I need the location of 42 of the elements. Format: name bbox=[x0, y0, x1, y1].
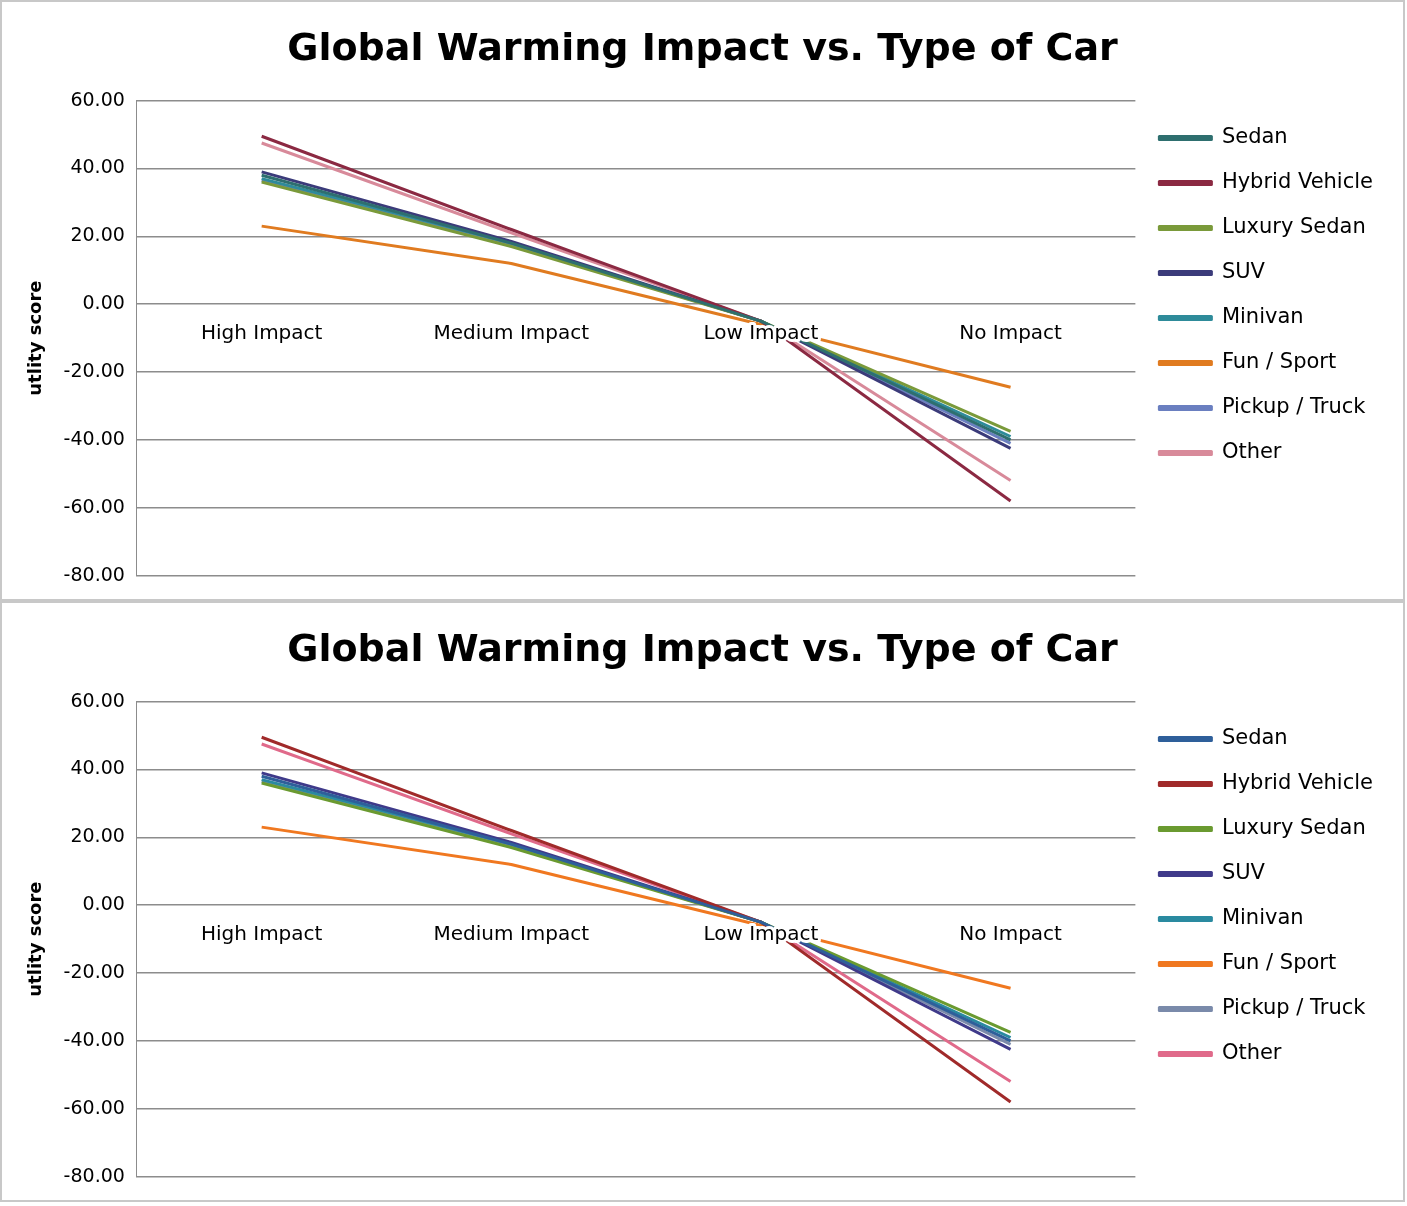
legend-label: Luxury Sedan bbox=[1221, 214, 1366, 239]
y-tick-label: -40.00 bbox=[63, 426, 125, 449]
y-tick-label: -60.00 bbox=[63, 1095, 125, 1118]
y-tick-label: 60.00 bbox=[70, 688, 125, 711]
chart-title: Global Warming Impact vs. Type of Car bbox=[287, 24, 1119, 69]
y-tick-label: 40.00 bbox=[70, 155, 125, 178]
y-axis-title: utlity score bbox=[24, 280, 46, 396]
y-tick-label: 0.00 bbox=[82, 892, 125, 915]
y-tick-label: -80.00 bbox=[63, 1163, 125, 1186]
legend-label: Pickup / Truck bbox=[1221, 394, 1367, 419]
legend-label: Fun / Sport bbox=[1221, 950, 1337, 975]
y-axis-title: utlity score bbox=[24, 881, 46, 997]
y-tick-label: -20.00 bbox=[63, 358, 125, 381]
x-tick-label: Medium Impact bbox=[433, 320, 590, 345]
legend-label: Fun / Sport bbox=[1221, 349, 1337, 374]
legend-label: Hybrid Vehicle bbox=[1221, 169, 1373, 194]
x-tick-label: Medium Impact bbox=[433, 921, 590, 946]
legend-label: Other bbox=[1221, 439, 1282, 464]
legend-label: Minivan bbox=[1221, 304, 1304, 329]
x-tick-label: No Impact bbox=[959, 320, 1063, 345]
x-tick-label: No Impact bbox=[959, 921, 1063, 946]
legend-label: Pickup / Truck bbox=[1221, 995, 1367, 1020]
legend-label: Luxury Sedan bbox=[1221, 815, 1366, 840]
x-tick-label: High Impact bbox=[200, 921, 323, 946]
y-tick-label: 20.00 bbox=[70, 824, 125, 847]
y-tick-label: 40.00 bbox=[70, 756, 125, 779]
chart-title: Global Warming Impact vs. Type of Car bbox=[287, 625, 1119, 670]
y-tick-label: 60.00 bbox=[70, 87, 125, 110]
legend-label: Sedan bbox=[1221, 124, 1288, 149]
y-tick-label: -60.00 bbox=[63, 494, 125, 517]
y-tick-label: 0.00 bbox=[82, 291, 125, 314]
y-tick-label: 20.00 bbox=[70, 223, 125, 246]
legend-label: SUV bbox=[1221, 259, 1266, 284]
legend-label: Minivan bbox=[1221, 905, 1304, 930]
y-tick-label: -80.00 bbox=[63, 562, 125, 585]
legend-label: Other bbox=[1221, 1040, 1282, 1065]
x-tick-label: High Impact bbox=[200, 320, 323, 345]
legend-label: SUV bbox=[1221, 860, 1266, 885]
legend-label: Sedan bbox=[1221, 725, 1288, 750]
legend-label: Hybrid Vehicle bbox=[1221, 770, 1373, 795]
y-tick-label: -40.00 bbox=[63, 1027, 125, 1050]
y-tick-label: -20.00 bbox=[63, 959, 125, 982]
